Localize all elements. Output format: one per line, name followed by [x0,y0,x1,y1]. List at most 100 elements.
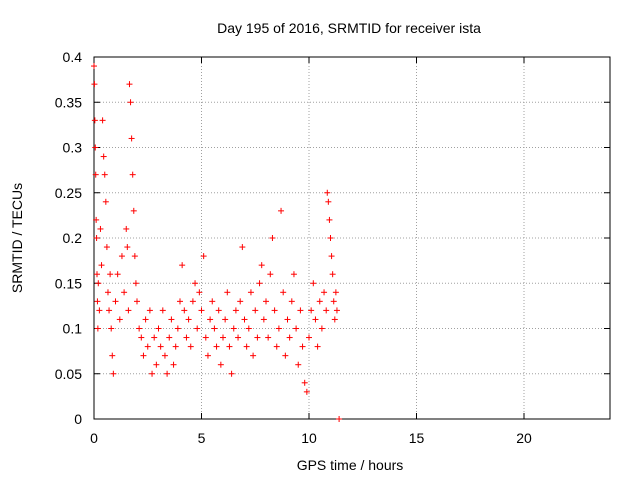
data-point [128,135,135,142]
data-point [183,334,190,341]
data-point [168,316,175,323]
data-point [245,325,252,332]
data-point [144,343,151,350]
data-point [196,289,203,296]
data-point [92,171,99,178]
data-point [280,289,287,296]
data-point [112,298,119,305]
y-axis-label: SRMTID / TECUs [9,183,25,293]
data-point [323,307,330,314]
data-point [265,334,272,341]
y-tick-label: 0.2 [63,230,83,246]
data-point [267,271,274,278]
data-point [297,307,304,314]
data-point [93,235,100,241]
data-point [326,216,333,223]
data-point [308,307,315,314]
data-point [330,298,337,305]
data-point [200,253,207,260]
data-point [95,280,102,287]
data-point [211,325,218,332]
data-point [230,325,237,332]
data-point [220,334,226,341]
data-point [159,307,166,314]
data-point [222,316,229,323]
data-point [185,316,192,323]
x-tick-label: 0 [90,430,98,446]
data-point [288,298,295,305]
x-tick-label: 20 [516,430,532,446]
data-point [132,280,139,287]
data-point [332,289,339,296]
data-point [109,352,116,359]
data-point [114,271,121,278]
y-axis-ticks: 0 0.05 0.1 0.15 0.2 0.25 0.3 0.35 0.4 [55,49,610,427]
data-point [286,334,293,341]
data-point [118,253,125,260]
data-point [102,198,109,205]
data-point [138,334,145,341]
data-point [121,289,128,296]
data-point [170,361,177,368]
data-point [333,307,340,314]
data-point [310,280,317,287]
data-point [295,361,302,368]
data-point [327,235,334,241]
data-point [99,117,106,124]
data-point [312,316,319,323]
data-point [104,289,111,296]
data-point [124,244,131,251]
data-point [303,388,310,395]
data-point [247,289,254,296]
data-point [155,325,162,332]
data-point [108,325,115,332]
y-tick-label: 0.1 [63,321,83,337]
data-point [123,225,130,232]
y-tick-label: 0.3 [63,140,83,156]
data-point [94,271,101,278]
data-point [204,352,211,359]
data-point [239,244,246,251]
data-point [194,325,201,332]
data-point [198,307,205,314]
data-point [213,343,220,350]
data-point [130,207,137,214]
data-point [91,81,98,88]
x-axis-ticks: 0 5 10 15 20 [90,57,532,446]
data-point [179,262,186,269]
data-point [94,298,101,305]
data-point [252,307,259,314]
data-point [110,370,117,377]
data-point [136,325,143,332]
data-point [142,316,149,323]
data-point [192,280,199,287]
data-point [126,81,133,88]
y-tick-label: 0.4 [63,49,83,65]
x-tick-label: 10 [301,430,317,446]
data-point [224,289,231,296]
data-point [243,343,250,350]
data-point [100,153,107,160]
data-point [226,343,233,350]
data-point [235,334,242,341]
data-point [98,262,105,269]
data-point [153,361,160,368]
chart-title: Day 195 of 2016, SRMTID for receiver ist… [217,20,481,36]
data-point [290,271,297,278]
data-point [237,298,244,305]
data-point [254,334,261,341]
data-point [107,271,114,278]
x-tick-label: 5 [198,430,206,446]
data-point [149,370,156,377]
data-point [318,325,325,332]
data-point [103,244,110,251]
data-point [324,189,331,196]
data-point [174,325,181,332]
data-point [273,343,280,350]
data-point [228,370,235,377]
data-point [241,316,248,323]
data-point [151,334,158,341]
data-point [209,298,216,305]
data-point [93,216,100,223]
data-point [328,253,335,260]
